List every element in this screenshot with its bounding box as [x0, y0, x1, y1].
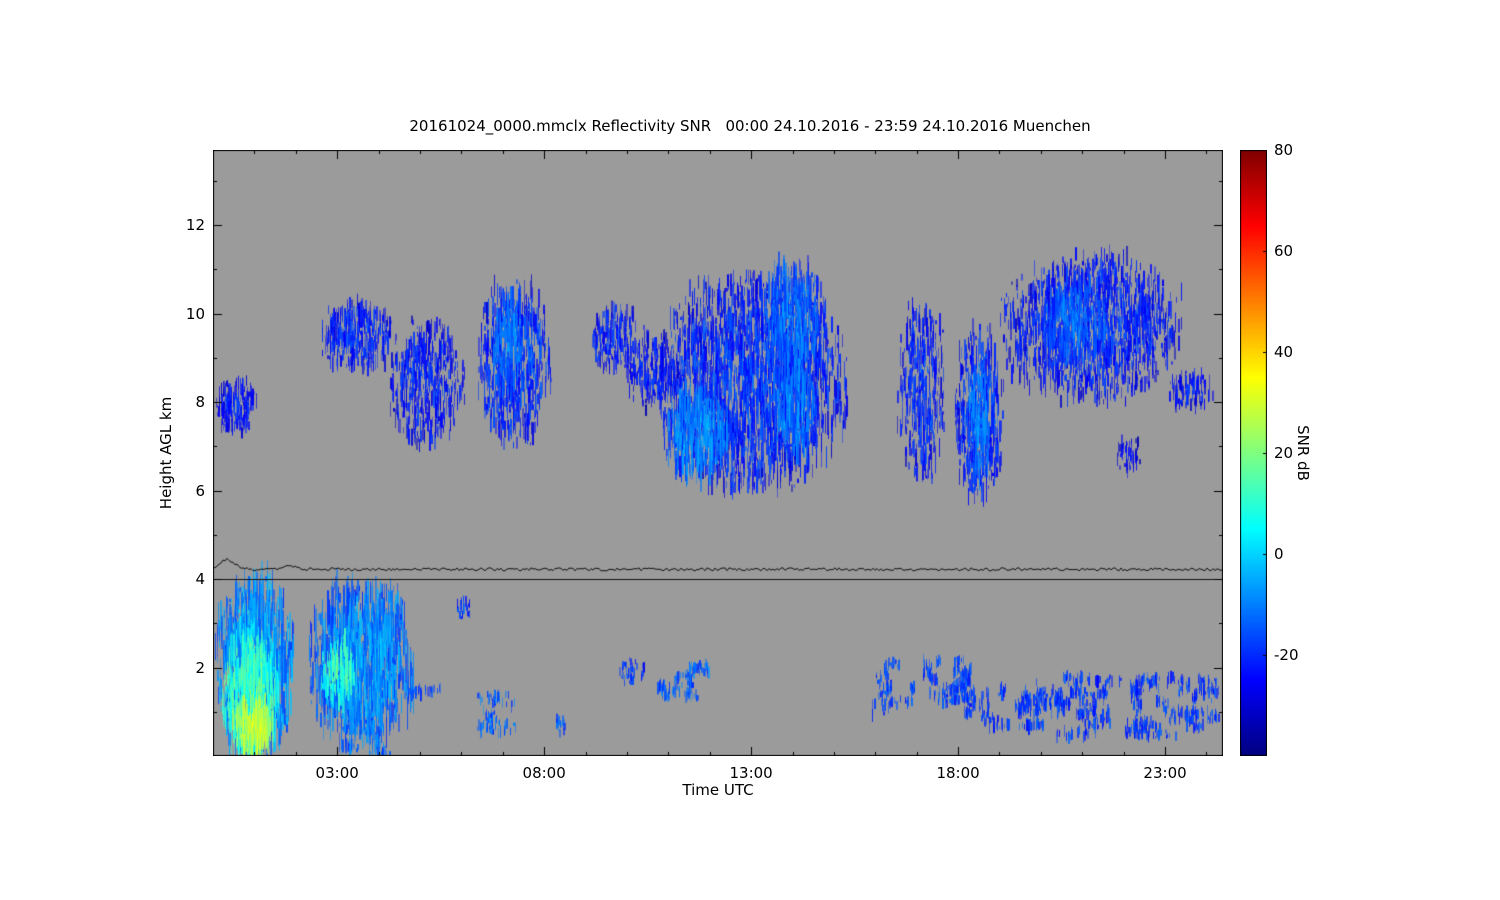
y-tick-label: 2 — [195, 658, 205, 677]
chart-title: 20161024_0000.mmclx Reflectivity SNR 00:… — [409, 117, 1091, 135]
x-axis-label: Time UTC — [682, 781, 754, 799]
colorbar-label: SNR dB — [1294, 425, 1312, 481]
y-tick-label: 10 — [185, 304, 205, 323]
heatmap-plot-area — [213, 150, 1223, 756]
colorbar-tick-label: 40 — [1274, 343, 1294, 361]
colorbar-tick-label: 80 — [1274, 141, 1294, 159]
y-tick-label: 8 — [195, 393, 205, 412]
x-tick-label: 03:00 — [315, 764, 359, 782]
colorbar-tick-label: 0 — [1274, 545, 1284, 563]
x-tick-label: 18:00 — [936, 764, 980, 782]
x-tick-label: 13:00 — [729, 764, 773, 782]
colorbar-tick-label: 20 — [1274, 444, 1294, 462]
colorbar-tick-label: 60 — [1274, 242, 1294, 260]
colorbar — [1240, 150, 1267, 756]
x-tick-label: 23:00 — [1143, 764, 1187, 782]
y-tick-label: 4 — [195, 570, 205, 589]
x-tick-label: 08:00 — [522, 764, 566, 782]
y-tick-label: 12 — [185, 216, 205, 235]
colorbar-tick-label: -20 — [1274, 646, 1299, 664]
y-tick-label: 6 — [195, 481, 205, 500]
